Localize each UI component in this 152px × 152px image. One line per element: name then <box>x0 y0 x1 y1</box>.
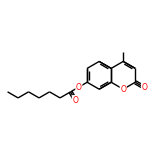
Text: O: O <box>72 96 78 105</box>
Text: O: O <box>142 83 147 92</box>
Text: O: O <box>120 85 126 94</box>
Text: O: O <box>76 83 82 92</box>
